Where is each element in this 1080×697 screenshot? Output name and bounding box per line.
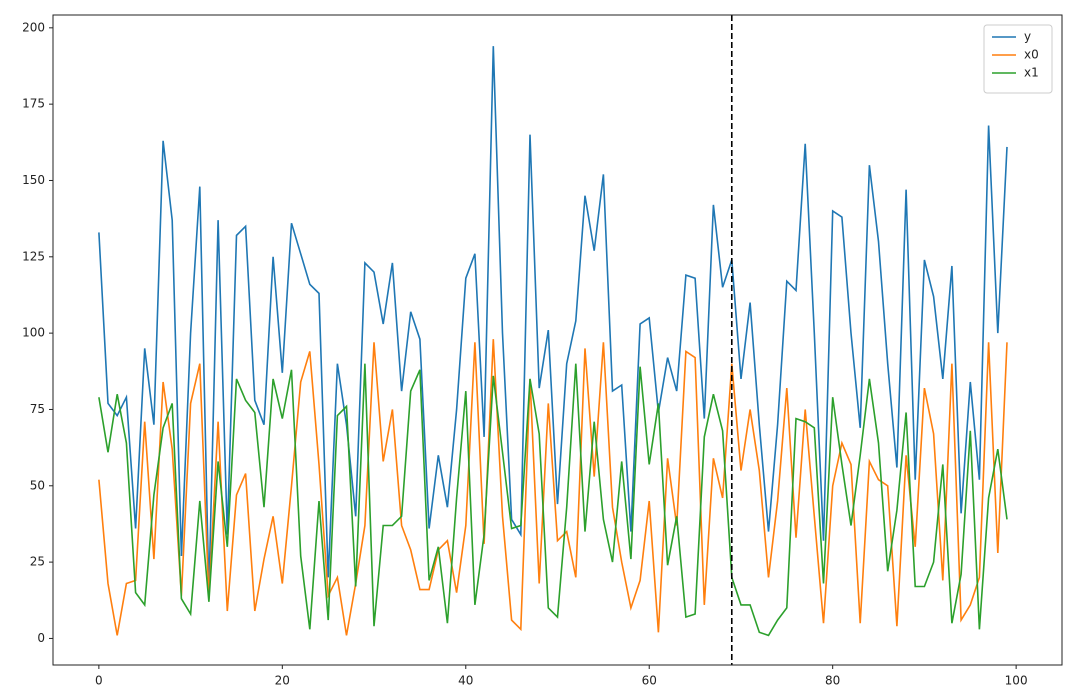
y-tick-label: 175 (22, 97, 45, 111)
y-tick-label: 0 (37, 631, 45, 645)
y-tick-label: 75 (30, 402, 45, 416)
legend-label: x0 (1024, 48, 1039, 62)
series-line (98, 339, 1008, 636)
plot-frame (52, 14, 1063, 666)
legend-label: x1 (1024, 66, 1039, 80)
series-line (98, 363, 1008, 637)
x-tick-label: 60 (642, 674, 657, 688)
x-tick-label: 40 (458, 674, 473, 688)
legend-label: y (1024, 30, 1031, 44)
legend-box (983, 24, 1053, 94)
y-tick-label: 125 (22, 249, 45, 263)
y-tick-label: 100 (22, 326, 45, 340)
y-tick-label: 50 (30, 478, 45, 492)
x-tick-label: 80 (825, 674, 840, 688)
y-tick-label: 200 (22, 20, 45, 34)
x-tick-label: 0 (95, 674, 103, 688)
x-tick-label: 20 (275, 674, 290, 688)
x-tick-label: 100 (1005, 674, 1028, 688)
y-tick-label: 25 (30, 555, 45, 569)
y-tick-label: 150 (22, 173, 45, 187)
series-line (98, 46, 1008, 593)
